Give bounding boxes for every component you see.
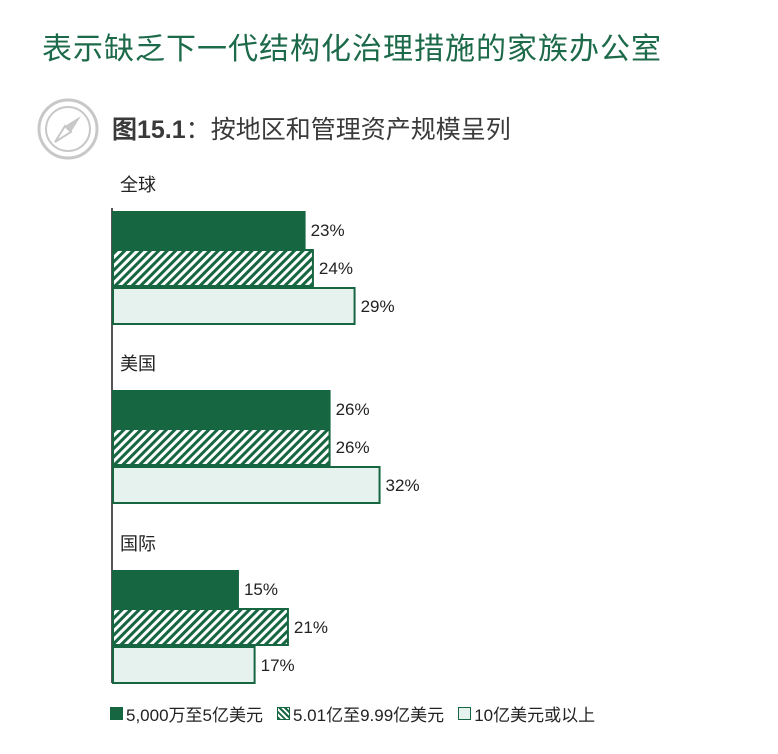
data-label: 21% [294,618,328,637]
figure-title-text: 按地区和管理资产规模呈列 [210,116,511,144]
bar [112,608,289,646]
legend-swatch [110,707,123,720]
legend-label: 5.01亿至9.99亿美元 [293,706,445,725]
category-label: 美国 [120,354,156,374]
page-title: 表示缺乏下一代结构化治理措施的家族办公室 [42,33,662,66]
compass-icon [37,98,99,160]
category-label: 全球 [120,175,156,195]
data-label: 17% [261,656,295,675]
category-label: 国际 [120,534,156,554]
bar [112,570,239,608]
legend-item: 10亿美元或以上 [458,701,595,726]
bar-chart: 全球 23% 24% 29% 美国 26% 26% 32% 国际 15% 21% 17% [111,175,420,684]
data-label: 32% [386,476,420,495]
bar [112,390,331,428]
bar [112,249,314,287]
bar [112,211,306,249]
bar [112,646,256,684]
figure-title: 图15.1：按地区和管理资产规模呈列 [112,110,511,146]
legend-swatch [277,707,290,720]
legend: 5,000万至5亿美元 5.01亿至9.99亿美元 10亿美元或以上 [110,701,609,726]
data-label: 24% [319,259,353,278]
data-label: 26% [336,400,370,419]
figure-number: 图15.1 [112,116,186,144]
bar [112,466,381,504]
legend-item: 5,000万至5亿美元 [110,701,263,726]
legend-swatch [458,707,472,720]
data-label: 15% [244,580,278,599]
legend-label: 5,000万至5亿美元 [126,706,263,725]
data-label: 29% [361,297,395,316]
data-label: 23% [311,221,345,240]
figure-separator: ： [185,116,211,144]
data-label: 26% [336,438,370,457]
legend-item: 5.01亿至9.99亿美元 [277,701,444,726]
legend-label: 10亿美元或以上 [474,706,596,725]
bar [112,428,331,466]
bar [112,287,356,325]
